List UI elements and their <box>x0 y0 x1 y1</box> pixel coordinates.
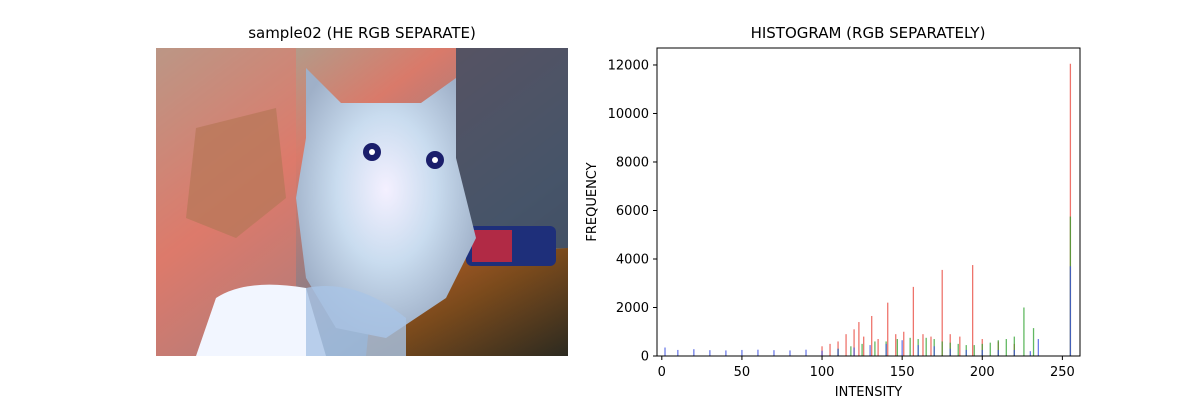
hist-bar-s1-8 <box>925 337 927 356</box>
hist-bar-s2-1 <box>677 349 679 356</box>
x-tick-label-5: 250 <box>1050 365 1075 380</box>
hist-bar-s2-20 <box>981 349 983 356</box>
hist-bar-s2-25 <box>1069 266 1072 356</box>
hist-bar-s0-3 <box>845 334 847 356</box>
hist-bar-s2-18 <box>949 348 951 356</box>
hist-bar-s2-14 <box>885 343 887 356</box>
hist-bar-s1-2 <box>861 343 863 356</box>
hist-bar-s2-10 <box>821 350 823 356</box>
hist-bar-s1-16 <box>989 342 991 356</box>
hist-bar-s0-10 <box>895 334 897 356</box>
hist-bar-s1-18 <box>1005 339 1007 356</box>
hist-bar-s2-24 <box>1037 339 1039 356</box>
plot-frame <box>656 47 1081 357</box>
hist-bar-s2-21 <box>997 349 999 356</box>
y-axis-ticks: 0 2000 4000 6000 8000 10000 12000 <box>608 58 657 365</box>
x-tick-label-4: 200 <box>970 365 995 380</box>
y-tick-label-3: 6000 <box>616 204 649 219</box>
hist-bar-s1-17 <box>997 340 999 356</box>
x-axis-ticks: 0 50 100 150 200 250 <box>658 356 1075 380</box>
hist-bar-s2-13 <box>869 345 871 356</box>
hist-bar-s0-11 <box>903 331 905 356</box>
hist-bar-s2-12 <box>853 347 855 356</box>
hist-bar-s1-6 <box>909 337 911 356</box>
hist-bar-s2-17 <box>933 346 935 356</box>
hist-bar-s2-8 <box>789 350 791 356</box>
hist-bar-s2-3 <box>709 350 711 356</box>
hist-bar-s1-10 <box>941 341 943 356</box>
y-tick-label-1: 2000 <box>616 301 649 316</box>
hist-bar-s1-21 <box>1032 328 1035 356</box>
hist-bar-s1-19 <box>1013 336 1015 356</box>
y-tick-label-6: 12000 <box>608 58 649 73</box>
hist-bar-s0-17 <box>959 336 961 356</box>
hist-bar-s0-12 <box>912 286 915 356</box>
hist-bar-s2-0 <box>664 347 666 356</box>
hist-bar-s0-1 <box>829 343 831 356</box>
x-tick-label-1: 50 <box>734 365 751 380</box>
hist-bar-s0-14 <box>930 336 932 356</box>
hist-bar-s2-23 <box>1029 351 1031 356</box>
hist-bar-s0-8 <box>877 339 879 356</box>
hist-bar-s0-6 <box>863 336 865 356</box>
hist-bar-s0-13 <box>922 334 924 356</box>
hist-bar-s1-1 <box>850 346 852 356</box>
hist-bar-s1-20 <box>1023 307 1025 356</box>
hist-bar-s2-2 <box>693 349 695 356</box>
hist-bar-s0-18 <box>972 265 974 356</box>
y-tick-label-5: 10000 <box>608 107 649 122</box>
hist-bar-s1-12 <box>957 343 959 356</box>
y-tick-label-0: 0 <box>641 350 649 365</box>
hist-bar-s1-14 <box>973 345 975 356</box>
image-title: sample02 (HE RGB SEPARATE) <box>248 24 476 42</box>
hist-bar-s2-11 <box>837 348 839 356</box>
hist-bar-s2-19 <box>965 349 967 356</box>
x-tick-label-3: 150 <box>890 365 915 380</box>
hist-bar-s2-6 <box>757 349 759 356</box>
x-tick-label-2: 100 <box>810 365 835 380</box>
hist-bar-s0-4 <box>853 329 855 356</box>
hist-bar-s1-3 <box>874 341 876 356</box>
hist-bar-s0-9 <box>887 302 889 356</box>
hist-bar-s2-15 <box>901 340 903 356</box>
hist-bar-s0-7 <box>871 315 873 356</box>
hist-bar-s2-22 <box>1013 349 1015 356</box>
histogram-bars <box>664 63 1072 356</box>
hist-bar-s2-9 <box>805 349 807 356</box>
hist-bar-s2-7 <box>773 350 775 356</box>
y-tick-label-2: 4000 <box>616 252 649 267</box>
hist-bar-s0-15 <box>941 269 943 356</box>
hist-bar-s2-5 <box>741 349 743 356</box>
hist-bar-s2-16 <box>917 345 919 356</box>
kitten-photo <box>156 48 568 356</box>
x-axis-label: INTENSITY <box>835 385 902 400</box>
y-tick-label-4: 8000 <box>616 155 649 170</box>
hist-bar-s1-5 <box>896 339 898 356</box>
x-tick-label-0: 0 <box>658 365 666 380</box>
hist-bar-s0-5 <box>858 322 860 356</box>
chart-title: HISTOGRAM (RGB SEPARATELY) <box>750 24 986 42</box>
hist-bar-s0-22 <box>1069 63 1072 356</box>
y-axis-label: FREQUENCY <box>585 162 600 241</box>
kitten-photo-art <box>156 48 568 356</box>
hist-bar-s2-4 <box>725 350 727 356</box>
